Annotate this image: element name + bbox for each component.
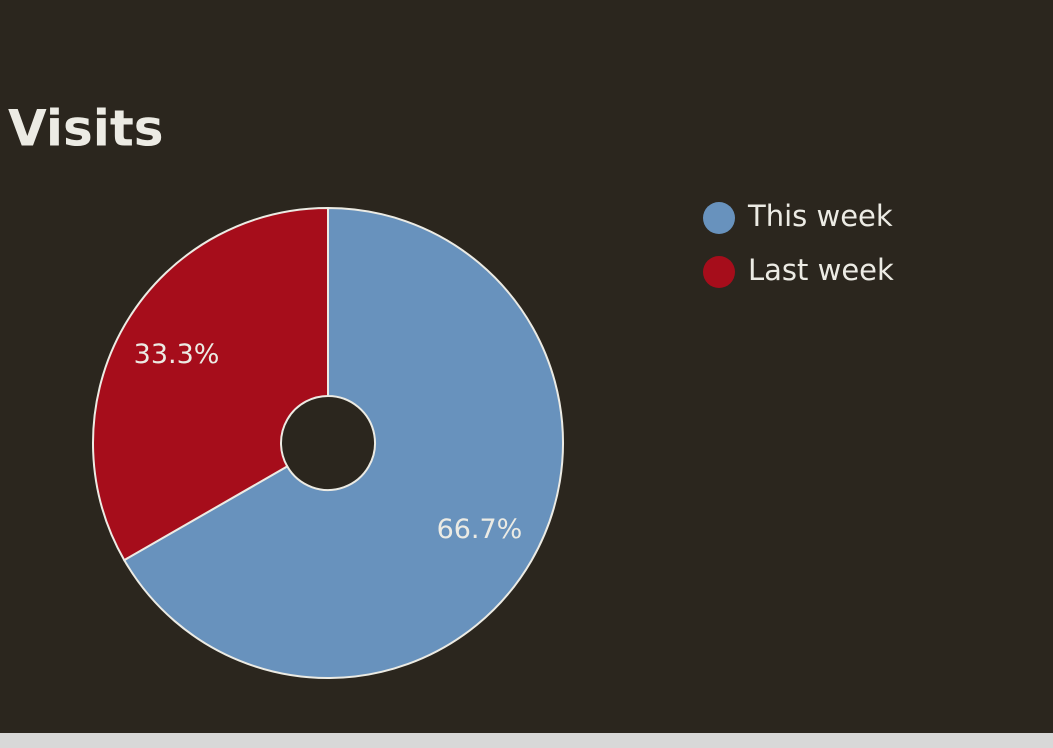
data-label: 66.7% — [437, 514, 523, 545]
data-label: 33.3% — [134, 339, 220, 370]
legend-marker — [703, 202, 735, 234]
legend-label: This week — [747, 199, 893, 233]
legend-marker — [703, 256, 735, 288]
bottom-edge — [0, 733, 1053, 748]
legend-label: Last week — [748, 253, 894, 287]
chart-title: Visits — [8, 100, 164, 158]
donut-slice — [92, 206, 329, 562]
donut-slice — [122, 206, 564, 679]
